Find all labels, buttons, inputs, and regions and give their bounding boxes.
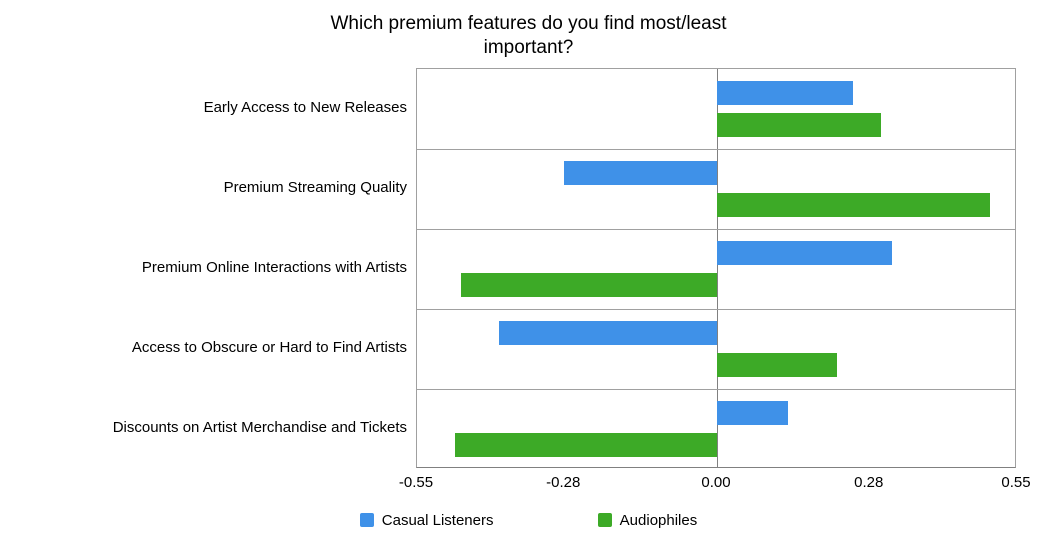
row-separator	[417, 149, 1015, 150]
category-label: Discounts on Artist Merchandise and Tick…	[7, 419, 407, 437]
category-label: Access to Obscure or Hard to Find Artist…	[7, 339, 407, 357]
category-label: Premium Online Interactions with Artists	[7, 259, 407, 277]
legend-swatch	[598, 513, 612, 527]
legend-item-casual: Casual Listeners	[360, 512, 494, 529]
bar	[717, 81, 853, 105]
bar	[717, 353, 837, 377]
bar	[717, 193, 990, 217]
x-tick-label: 0.55	[1001, 474, 1030, 491]
x-tick-label: 0.00	[701, 474, 730, 491]
row-separator	[417, 389, 1015, 390]
row-separator	[417, 229, 1015, 230]
category-label: Premium Streaming Quality	[7, 179, 407, 197]
bar	[499, 321, 717, 345]
x-tick-label: -0.28	[546, 474, 580, 491]
legend-item-audiophiles: Audiophiles	[598, 512, 698, 529]
bar	[717, 241, 892, 265]
plot-area	[416, 68, 1016, 468]
category-label: Early Access to New Releases	[7, 99, 407, 117]
bar	[564, 161, 717, 185]
x-tick-label: -0.55	[399, 474, 433, 491]
bar	[455, 433, 717, 457]
chart-container: Which premium features do you find most/…	[0, 0, 1057, 549]
bar	[717, 401, 788, 425]
legend-label: Audiophiles	[620, 512, 698, 529]
legend-swatch	[360, 513, 374, 527]
bar	[717, 113, 881, 137]
legend: Casual Listeners Audiophiles	[0, 512, 1057, 532]
bar	[461, 273, 717, 297]
chart-title-line2: important?	[0, 36, 1057, 60]
chart-title: Which premium features do you find most/…	[0, 12, 1057, 60]
x-tick-label: 0.28	[854, 474, 883, 491]
legend-label: Casual Listeners	[382, 512, 494, 529]
chart-title-line1: Which premium features do you find most/…	[0, 12, 1057, 36]
row-separator	[417, 309, 1015, 310]
